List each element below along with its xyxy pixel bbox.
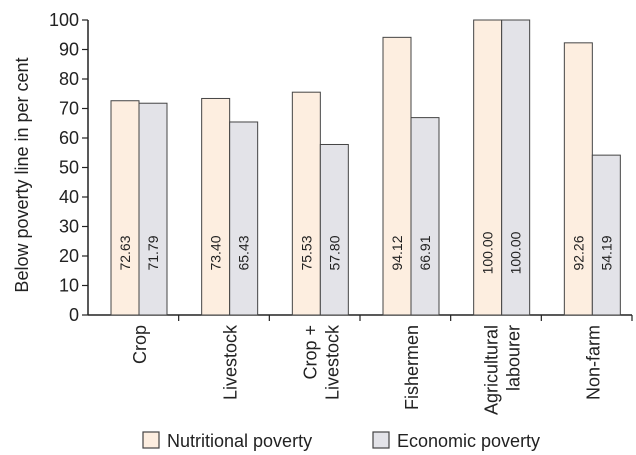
bar-economic (319, 143, 349, 316)
bar-economic (410, 117, 440, 316)
data-label: 72.63 (117, 235, 133, 270)
y-tick-label: 40 (59, 187, 79, 207)
data-label: 71.79 (145, 235, 161, 270)
data-label: 73.40 (208, 235, 224, 270)
data-label: 94.12 (389, 235, 405, 270)
legend-label: Economic poverty (397, 431, 540, 451)
data-label: 54.19 (598, 235, 614, 270)
x-tick-label: Crop + (300, 325, 320, 380)
y-tick-label: 30 (59, 217, 79, 237)
x-tick-label: labourer (504, 325, 524, 391)
legend-label: Nutritional poverty (167, 431, 312, 451)
data-label: 57.80 (326, 235, 342, 270)
bar-nutritional (110, 100, 140, 316)
y-tick-label: 100 (49, 10, 79, 30)
bar-nutritional (382, 36, 412, 316)
legend: Nutritional poverty Economic poverty (142, 431, 540, 451)
y-tick-label: 70 (59, 99, 79, 119)
data-label: 66.91 (417, 235, 433, 270)
bar-economic (501, 19, 531, 316)
y-tick-label: 20 (59, 246, 79, 266)
x-tick-label: Agricultural (482, 325, 502, 415)
bar-nutritional (291, 91, 321, 316)
bar-economic (591, 154, 621, 316)
data-label: 92.26 (570, 235, 586, 270)
x-tick-label: Crop (130, 325, 150, 364)
y-tick-label: 90 (59, 40, 79, 60)
y-tick-label: 50 (59, 158, 79, 178)
bar-economic (229, 121, 259, 316)
x-tick-label: Fishermen (402, 325, 422, 410)
data-label: 100.00 (508, 231, 524, 274)
x-tick-label: Livestock (322, 324, 342, 400)
y-tick-label: 80 (59, 69, 79, 89)
labels-layer: 0 10 20 30 40 50 60 70 80 90 100 72.63 71.79 Crop 73.4… (49, 10, 614, 415)
data-label: 65.43 (236, 235, 252, 270)
data-label: 75.53 (298, 235, 314, 270)
legend-swatch (372, 431, 390, 449)
x-tick-label: Non-farm (583, 325, 603, 400)
y-axis-label: Below poverty line in per cent (12, 57, 32, 292)
bar-nutritional (563, 42, 593, 316)
axes-layer (82, 19, 633, 321)
y-tick-label: 0 (69, 305, 79, 325)
bars-layer (110, 19, 621, 316)
bar-nutritional (201, 97, 231, 316)
legend-swatch (142, 431, 160, 449)
bar-nutritional (473, 19, 503, 316)
y-tick-label: 10 (59, 276, 79, 296)
data-label: 100.00 (480, 231, 496, 274)
bar-economic (138, 102, 168, 316)
x-tick-label: Livestock (221, 324, 241, 400)
y-tick-label: 60 (59, 128, 79, 148)
